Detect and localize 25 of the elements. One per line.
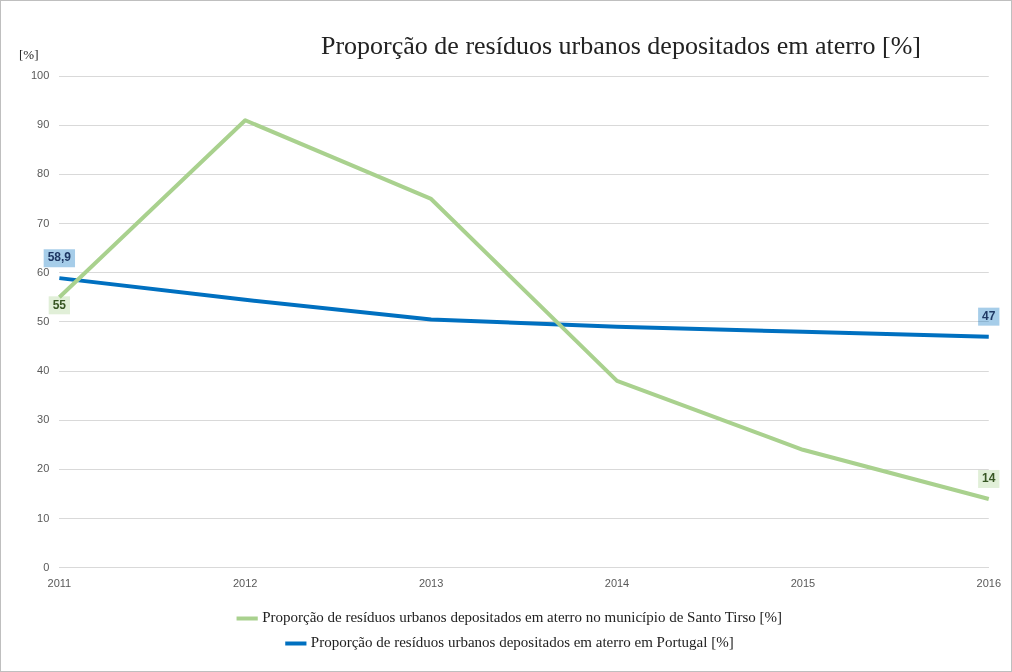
y-axis-title: [%] bbox=[19, 47, 39, 63]
chart-title: Proporção de resíduos urbanos depositados em aterro [%] bbox=[320, 31, 922, 61]
x-tick-label: 2011 bbox=[47, 577, 72, 590]
y-tick-label: 30 bbox=[37, 413, 50, 426]
data-label: 47 bbox=[982, 308, 996, 323]
data-label: 58,9 bbox=[47, 250, 72, 265]
y-tick-label: 90 bbox=[37, 118, 50, 131]
y-tick-label: 60 bbox=[37, 265, 50, 278]
y-tick-label: 40 bbox=[37, 364, 50, 377]
y-tick-label: 0 bbox=[43, 560, 50, 573]
y-tick-label: 80 bbox=[37, 167, 50, 180]
y-tick-label: 70 bbox=[37, 216, 50, 229]
x-tick-label: 2012 bbox=[232, 577, 258, 590]
data-label: 55 bbox=[52, 297, 67, 312]
y-tick-label: 100 bbox=[30, 69, 50, 82]
y-tick-label: 10 bbox=[37, 511, 50, 524]
legend-label: Proporção de resíduos urbanos depositados em aterro em Portugal [%] bbox=[310, 634, 734, 651]
x-tick-label: 2015 bbox=[790, 577, 816, 590]
legend-label: Proporção de resíduos urbanos depositados em aterro no município de Santo Tirso [%] bbox=[262, 609, 783, 626]
data-label: 14 bbox=[982, 471, 996, 486]
x-tick-label: 2014 bbox=[604, 577, 630, 590]
y-tick-label: 50 bbox=[37, 314, 50, 327]
x-tick-label: 2013 bbox=[418, 577, 444, 590]
y-tick-label: 20 bbox=[37, 462, 50, 475]
x-tick-label: 2016 bbox=[976, 577, 1002, 590]
